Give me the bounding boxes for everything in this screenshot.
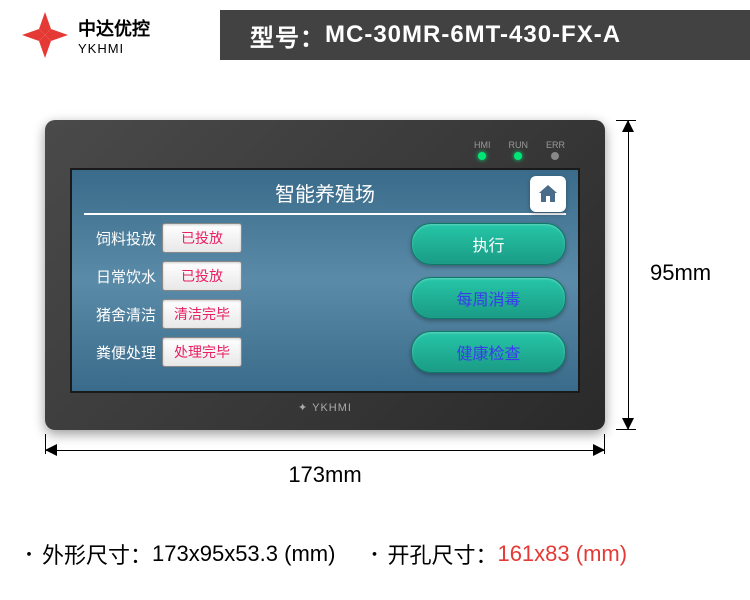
status-row-2: 猪舍清洁 清洁完毕 — [84, 299, 396, 329]
logo-text: 中达优控 YKHMI — [78, 15, 150, 56]
status-value-1: 已投放 — [162, 261, 242, 291]
status-value-2: 清洁完毕 — [162, 299, 242, 329]
model-bar: 型号： MC-30MR-6MT-430-FX-A — [220, 10, 750, 60]
action-column: 执行 每周消毒 健康检查 — [411, 223, 566, 375]
led-dot-hmi — [478, 152, 486, 160]
status-column: 饲料投放 已投放 日常饮水 已投放 猪舍清洁 清洁完毕 粪便处理 处理完毕 — [84, 223, 396, 375]
spec-hole: ・ 开孔尺寸： 161x83 (mm) — [365, 538, 627, 570]
model-value: MC-30MR-6MT-430-FX-A — [325, 21, 621, 49]
spec-outer-value: 173x95x53.3 (mm) — [152, 541, 335, 567]
logo-area: 中达优控 YKHMI — [20, 10, 220, 60]
screen-title: 智能养殖场 — [275, 178, 375, 207]
hmi-screen[interactable]: 智能养殖场 饲料投放 已投放 日常饮水 已投放 — [70, 168, 580, 393]
status-row-1: 日常饮水 已投放 — [84, 261, 396, 291]
spec-hole-value: 161x83 (mm) — [497, 541, 627, 567]
status-row-0: 饲料投放 已投放 — [84, 223, 396, 253]
brand-en: YKHMI — [78, 41, 150, 56]
screen-body: 饲料投放 已投放 日常饮水 已投放 猪舍清洁 清洁完毕 粪便处理 处理完毕 — [84, 223, 566, 375]
weekly-disinfect-button[interactable]: 每周消毒 — [411, 277, 566, 319]
led-dot-run — [514, 152, 522, 160]
header: 中达优控 YKHMI 型号： MC-30MR-6MT-430-FX-A — [0, 0, 750, 70]
model-prefix: 型号： — [250, 18, 325, 53]
spec-outer-label: 外形尺寸： — [42, 538, 152, 570]
led-run: RUN — [508, 140, 528, 160]
brand-cn: 中达优控 — [78, 15, 150, 41]
led-row: HMI RUN ERR — [70, 140, 580, 160]
dimension-height-label: 95mm — [650, 260, 711, 286]
dimension-height-arrow — [620, 120, 640, 430]
led-hmi: HMI — [474, 140, 491, 160]
home-icon — [536, 182, 560, 206]
status-value-3: 处理完毕 — [162, 337, 242, 367]
spec-outer: ・ 外形尺寸： 173x95x53.3 (mm) — [20, 538, 335, 570]
device-frame: HMI RUN ERR 智能养殖场 — [45, 120, 605, 430]
dimension-width-arrow — [45, 442, 605, 462]
device-area: HMI RUN ERR 智能养殖场 — [0, 100, 750, 500]
led-err: ERR — [546, 140, 565, 160]
dimension-width-label: 173mm — [45, 462, 605, 488]
device-brand-label: ✦ YKHMI — [70, 401, 580, 414]
specs-row: ・ 外形尺寸： 173x95x53.3 (mm) ・ 开孔尺寸： 161x83 … — [20, 538, 730, 570]
execute-button[interactable]: 执行 — [411, 223, 566, 265]
spec-hole-label: 开孔尺寸： — [387, 538, 497, 570]
logo-icon — [20, 10, 70, 60]
led-dot-err — [551, 152, 559, 160]
health-check-button[interactable]: 健康检查 — [411, 331, 566, 373]
screen-title-row: 智能养殖场 — [84, 178, 566, 207]
screen-divider — [84, 213, 566, 215]
status-value-0: 已投放 — [162, 223, 242, 253]
home-button[interactable] — [530, 176, 566, 212]
status-row-3: 粪便处理 处理完毕 — [84, 337, 396, 367]
